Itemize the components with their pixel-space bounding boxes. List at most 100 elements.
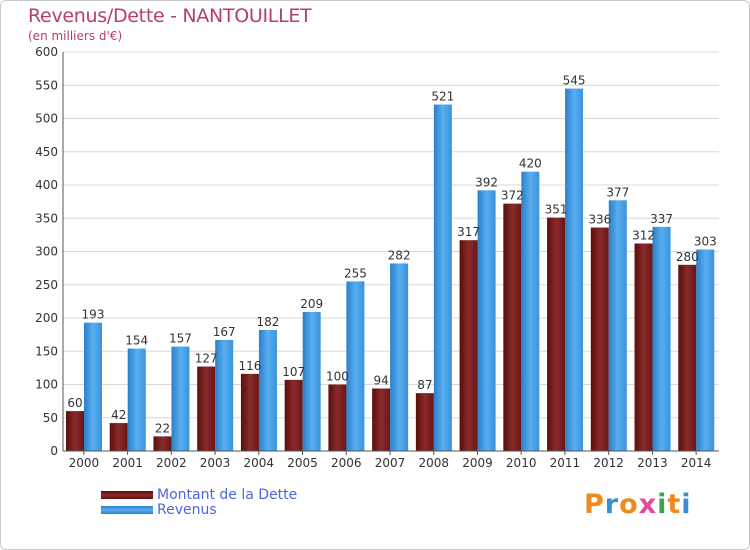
x-tick-label: 2003 <box>200 456 231 470</box>
bar-debt <box>547 217 566 451</box>
bar-revenue <box>608 200 627 451</box>
y-tick-label: 200 <box>35 311 58 325</box>
bar-revenue <box>390 263 409 451</box>
legend-swatch-revenue <box>101 505 153 514</box>
y-tick-label: 50 <box>43 411 58 425</box>
y-tick-label: 100 <box>35 378 58 392</box>
bar-debt <box>66 411 84 451</box>
data-label-debt: 312 <box>632 229 655 243</box>
data-label-debt: 22 <box>155 421 170 435</box>
data-label-debt: 94 <box>373 373 388 387</box>
bar-debt <box>328 384 347 451</box>
data-label-debt: 280 <box>676 250 699 264</box>
x-tick-label: 2006 <box>331 456 362 470</box>
data-label-revenue: 154 <box>125 334 148 348</box>
bar-revenue <box>477 190 496 451</box>
data-label-debt: 317 <box>457 225 480 239</box>
x-tick-label: 2000 <box>69 456 100 470</box>
bar-debt <box>197 366 216 451</box>
legend-swatch-debt <box>101 490 153 499</box>
bar-debt <box>372 388 391 451</box>
x-tick-label: 2014 <box>681 456 712 470</box>
y-tick-label: 0 <box>50 444 58 458</box>
x-tick-label: 2009 <box>462 456 493 470</box>
bar-revenue <box>346 281 365 451</box>
logo-letter: t <box>667 489 682 520</box>
bar-revenue <box>258 329 277 451</box>
proxiti-logo: Proxiti <box>584 489 692 520</box>
x-tick-label: 2013 <box>637 456 668 470</box>
bar-revenue <box>127 348 146 451</box>
bar-revenue <box>652 226 671 451</box>
bar-revenue <box>521 171 540 451</box>
bar-debt <box>590 227 609 451</box>
legend-label-debt: Montant de la Dette <box>157 486 298 503</box>
data-label-debt: 60 <box>67 396 82 410</box>
x-tick-label: 2010 <box>506 456 537 470</box>
bar-debt <box>109 423 128 451</box>
x-tick-label: 2002 <box>156 456 187 470</box>
bar-debt <box>634 243 653 451</box>
data-label-revenue: 392 <box>475 175 498 189</box>
data-label-debt: 127 <box>195 352 218 366</box>
x-tick-label: 2012 <box>593 456 624 470</box>
chart-title: Revenus/Dette - NANTOUILLET <box>28 5 312 27</box>
data-label-debt: 87 <box>417 378 432 392</box>
data-label-revenue: 337 <box>650 212 673 226</box>
bar-revenue <box>171 346 190 451</box>
logo-letter: i <box>657 489 668 520</box>
data-label-revenue: 420 <box>519 157 542 171</box>
bar-revenue <box>696 249 715 451</box>
x-tick-label: 2007 <box>375 456 406 470</box>
data-label-revenue: 255 <box>344 266 367 280</box>
bar-debt <box>153 436 172 451</box>
logo-letter: o <box>619 489 639 520</box>
data-label-revenue: 157 <box>169 332 192 346</box>
legend-item-revenue: Revenus <box>101 501 297 518</box>
x-tick-label: 2008 <box>418 456 449 470</box>
legend-item-debt: Montant de la Dette <box>101 486 298 503</box>
logo-letter: r <box>604 489 620 520</box>
bar-debt <box>415 393 434 451</box>
data-label-revenue: 303 <box>694 235 717 249</box>
data-label-debt: 107 <box>282 365 305 379</box>
y-tick-label: 600 <box>35 45 58 59</box>
data-label-debt: 336 <box>588 213 611 227</box>
bar-debt <box>240 373 259 451</box>
chart-subtitle: (en milliers d'€) <box>28 29 123 43</box>
data-label-debt: 351 <box>545 203 568 217</box>
logo-letter: x <box>638 489 658 520</box>
data-label-revenue: 377 <box>606 185 629 199</box>
y-tick-label: 350 <box>35 211 58 225</box>
legend-label-revenue: Revenus <box>157 501 217 518</box>
data-label-revenue: 209 <box>300 297 323 311</box>
bar-debt <box>284 379 303 451</box>
data-label-revenue: 545 <box>563 74 586 88</box>
y-tick-label: 300 <box>35 245 58 259</box>
x-tick-label: 2005 <box>287 456 318 470</box>
bar-revenue <box>215 339 234 451</box>
data-label-debt: 100 <box>326 370 349 384</box>
bar-debt <box>459 240 478 451</box>
bar-debt <box>678 264 697 451</box>
logo-letter: P <box>584 489 605 520</box>
bar-revenue <box>565 88 584 451</box>
y-tick-label: 500 <box>35 112 58 126</box>
data-label-revenue: 282 <box>388 248 411 262</box>
x-tick-label: 2004 <box>244 456 275 470</box>
data-label-debt: 42 <box>111 408 126 422</box>
data-label-revenue: 167 <box>213 325 236 339</box>
y-tick-label: 250 <box>35 278 58 292</box>
bar-revenue <box>433 104 452 451</box>
bar-debt <box>503 203 522 451</box>
data-label-revenue: 182 <box>256 315 279 329</box>
bar-revenue <box>302 312 321 451</box>
y-tick-label: 400 <box>35 178 58 192</box>
data-label-debt: 116 <box>238 359 261 373</box>
bar-revenue <box>84 322 102 451</box>
y-tick-label: 150 <box>35 344 58 358</box>
data-label-revenue: 521 <box>431 90 454 104</box>
x-tick-label: 2001 <box>112 456 143 470</box>
